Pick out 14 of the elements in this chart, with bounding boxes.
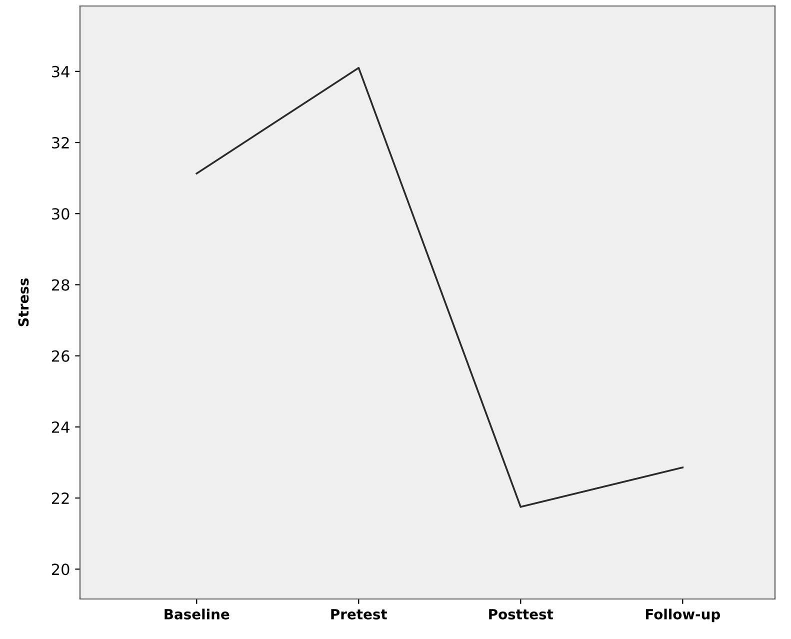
y-tick-label: 24 xyxy=(52,421,70,433)
x-tick-label: Posttest xyxy=(489,609,554,620)
y-tick-label: 26 xyxy=(52,350,70,362)
y-tick-label: 22 xyxy=(52,492,69,504)
y-axis-title: Stress xyxy=(18,278,29,326)
y-tick-label: 32 xyxy=(52,136,69,149)
x-tick-label: Pretest xyxy=(331,609,388,620)
y-tick-label: 28 xyxy=(52,279,70,291)
y-tick-label: 20 xyxy=(52,564,70,576)
y-tick-label: 30 xyxy=(52,208,70,220)
x-tick-label: Follow-up xyxy=(646,608,720,622)
y-tick-label: 34 xyxy=(52,66,70,78)
line-series xyxy=(196,66,684,508)
x-tick-label: Baseline xyxy=(164,608,230,620)
